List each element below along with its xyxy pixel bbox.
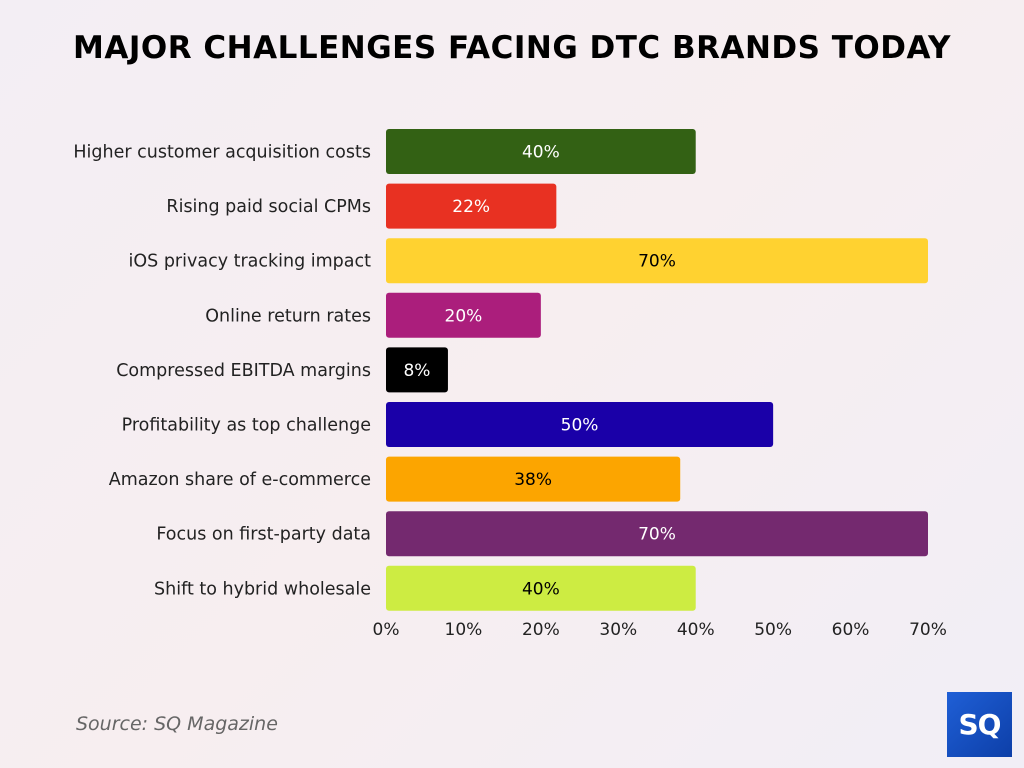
x-tick-label: 20%: [522, 620, 560, 640]
x-tick-label: 10%: [445, 620, 483, 640]
x-tick-label: 60%: [832, 620, 870, 640]
data-label: 38%: [514, 470, 552, 490]
source-note: Source: SQ Magazine: [76, 713, 278, 735]
data-label: 20%: [445, 306, 483, 326]
data-label: 50%: [561, 416, 599, 436]
data-label: 40%: [522, 579, 560, 599]
data-label: 22%: [452, 197, 490, 217]
bar: [386, 565, 696, 611]
bar: [386, 238, 928, 284]
category-label: Shift to hybrid wholesale: [154, 579, 371, 599]
bar: [386, 456, 681, 502]
category-label: Focus on first-party data: [156, 525, 371, 545]
category-label: Rising paid social CPMs: [166, 197, 371, 217]
sq-logo: SQ: [947, 692, 1012, 757]
bar: [386, 292, 541, 338]
chart-title: MAJOR CHALLENGES FACING DTC BRANDS TODAY: [73, 30, 951, 66]
data-label: 70%: [638, 252, 676, 272]
category-label: Profitability as top challenge: [122, 416, 371, 436]
data-label: 40%: [522, 143, 560, 163]
x-tick-label: 70%: [909, 620, 947, 640]
category-label: Online return rates: [205, 306, 371, 326]
data-label: 8%: [403, 361, 430, 381]
data-label: 70%: [638, 525, 676, 545]
category-label: iOS privacy tracking impact: [129, 252, 372, 272]
bar: [386, 347, 448, 393]
bar: [386, 402, 774, 447]
x-tick-label: 0%: [373, 620, 400, 640]
bar: [386, 183, 557, 229]
bar: [386, 511, 928, 557]
x-tick-label: 40%: [677, 620, 715, 640]
x-tick-label: 30%: [599, 620, 637, 640]
category-label: Higher customer acquisition costs: [73, 143, 371, 163]
x-tick-label: 50%: [754, 620, 792, 640]
category-label: Compressed EBITDA margins: [116, 361, 371, 381]
category-label: Amazon share of e-commerce: [109, 470, 371, 490]
bar: [386, 129, 696, 174]
